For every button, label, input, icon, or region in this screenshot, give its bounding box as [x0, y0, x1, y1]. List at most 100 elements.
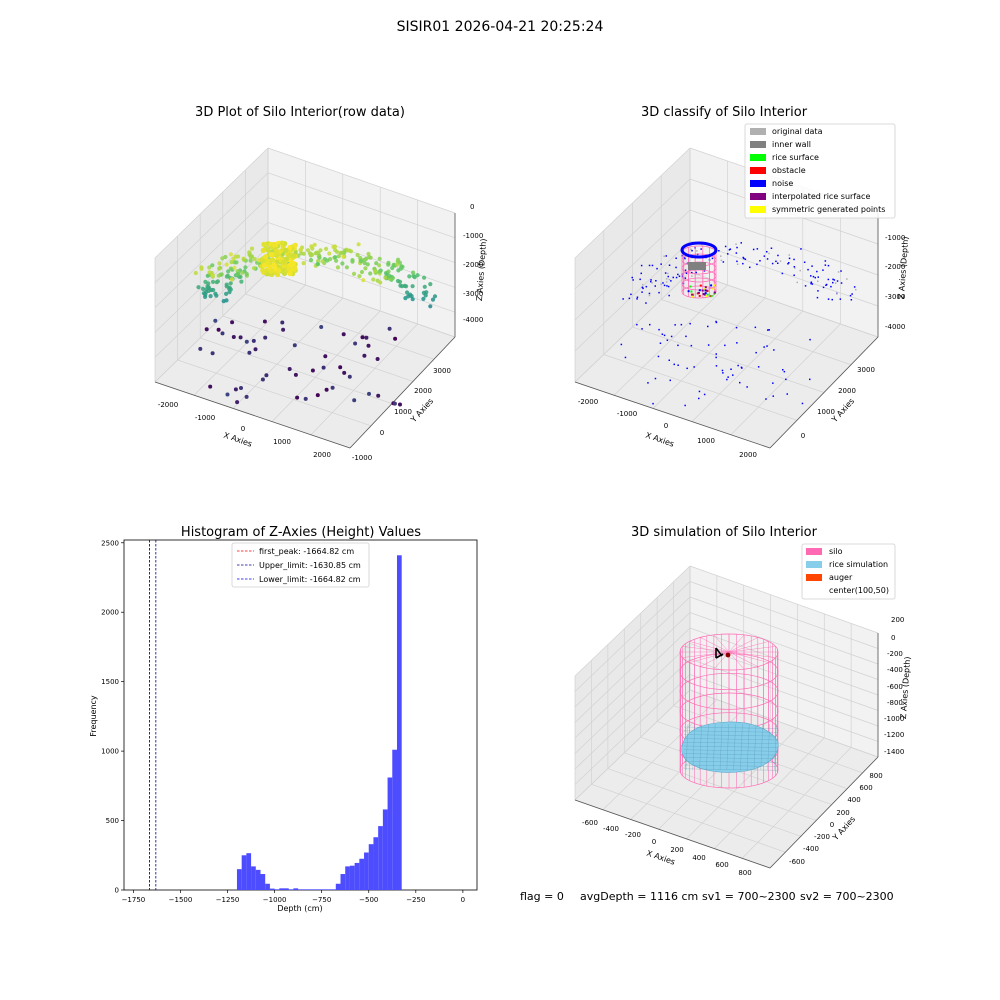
raw-point: [428, 282, 433, 287]
classify-point: [757, 366, 760, 368]
silo-point: [710, 284, 713, 287]
sim-x-tick-5: 400: [692, 854, 705, 862]
classify-point: [636, 298, 638, 300]
raw-point: [403, 296, 408, 301]
raw-point: [393, 336, 398, 341]
raw-point: [377, 263, 382, 268]
legend-swatch-obstacle: [750, 167, 766, 174]
grid-line: [574, 612, 691, 723]
raw-point: [209, 287, 214, 293]
raw-z-tick-4: -4000: [463, 316, 483, 324]
raw-point: [261, 241, 267, 247]
classify-point: [743, 257, 745, 260]
classify-point: [655, 280, 657, 282]
classify-point: [715, 356, 717, 359]
classify-point: [677, 364, 679, 366]
classify-point: [667, 272, 669, 275]
raw-point: [199, 265, 204, 270]
raw-point: [210, 351, 215, 356]
classify-point: [836, 293, 838, 295]
raw-point: [355, 252, 360, 258]
raw-point: [392, 401, 397, 406]
raw-point: [231, 335, 236, 339]
raw-point: [228, 252, 233, 257]
classify-y-tick-0: 0: [801, 432, 805, 440]
legend-swatch-silo: [806, 548, 822, 555]
classify-point: [724, 245, 727, 248]
raw-point: [324, 246, 329, 251]
raw-point: [363, 266, 368, 271]
raw-point: [200, 286, 206, 291]
y-tick-label: 0: [115, 887, 119, 895]
sim-z-tick-3: -400: [887, 666, 903, 674]
sim-z-label: Z Axies (Depth): [899, 656, 912, 719]
raw-point: [244, 394, 249, 399]
raw-point: [228, 281, 233, 286]
histogram-bar: [274, 889, 280, 890]
raw-point: [305, 248, 311, 253]
classify-point: [812, 275, 815, 278]
raw-point: [377, 269, 382, 274]
classify-point: [684, 277, 687, 279]
grid-line: [574, 240, 691, 352]
silo-point: [698, 289, 701, 292]
raw-point: [348, 249, 354, 254]
histogram-bar: [345, 866, 350, 890]
status-flag: flag = 0: [520, 890, 564, 903]
classify-point: [752, 248, 755, 251]
raw-point: [312, 242, 317, 247]
classify-point: [685, 272, 688, 274]
classify-point: [680, 323, 683, 326]
histogram-bar: [255, 869, 261, 890]
grid-line: [200, 337, 393, 404]
classify-point: [677, 344, 679, 347]
sim-z-tick-2: -200: [887, 650, 903, 658]
legend-label-rice-simulation: rice simulation: [829, 560, 888, 569]
classify-point: [822, 286, 825, 289]
classify-panel-title: 3D classify of Silo Interior: [641, 105, 808, 120]
classify-x-tick-4: 2000: [739, 451, 757, 459]
figure-suptitle: SISIR01 2026-04-21 20:25:24: [397, 19, 604, 35]
silo-point: [690, 290, 693, 293]
raw-point: [230, 320, 235, 325]
classify-point: [668, 264, 671, 266]
raw-point: [387, 274, 392, 279]
y-axis-line: [769, 756, 879, 869]
grid-line: [689, 240, 879, 307]
rice-mesh: [733, 723, 736, 771]
histogram-bar: [396, 555, 402, 890]
classify-point: [811, 265, 813, 267]
raw-point: [309, 244, 314, 249]
classify-point: [775, 260, 777, 263]
sim-z-tick-4: -600: [887, 683, 903, 691]
classify-point: [652, 402, 654, 405]
classify-legend: original data inner wall rice surface ob…: [744, 123, 896, 219]
grid-line: [245, 293, 435, 360]
rice-mesh: [683, 726, 779, 729]
raw-point: [251, 338, 256, 343]
classify-point: [840, 282, 843, 284]
histogram-bar: [354, 862, 360, 890]
classify-z-tick-2: -3000: [885, 293, 905, 301]
classify-z-tick-0: -1000: [885, 234, 905, 242]
simulation-3d-panel: 3D simulation of Silo Interior -600 -400…: [574, 525, 912, 877]
histogram-bar: [335, 883, 341, 890]
classify-point-cloud: [620, 242, 857, 407]
legend-label-original-data: original data: [772, 127, 823, 136]
sim-z-tick-8: -1400: [884, 748, 904, 756]
classify-point: [672, 276, 674, 279]
grid-line: [574, 581, 691, 692]
raw-point: [340, 261, 345, 266]
rice-mesh: [706, 723, 709, 771]
histogram-bar: [340, 874, 346, 890]
raw-point: [210, 279, 216, 284]
y-tick-label: 500: [106, 817, 119, 825]
classify-point: [675, 276, 678, 279]
rice-mesh: [774, 723, 777, 771]
raw-point: [315, 393, 320, 398]
raw-point: [432, 294, 438, 299]
classify-point: [659, 342, 662, 344]
raw-point: [281, 327, 286, 332]
raw-point: [411, 270, 416, 275]
silo-top-spoke: [728, 637, 758, 653]
